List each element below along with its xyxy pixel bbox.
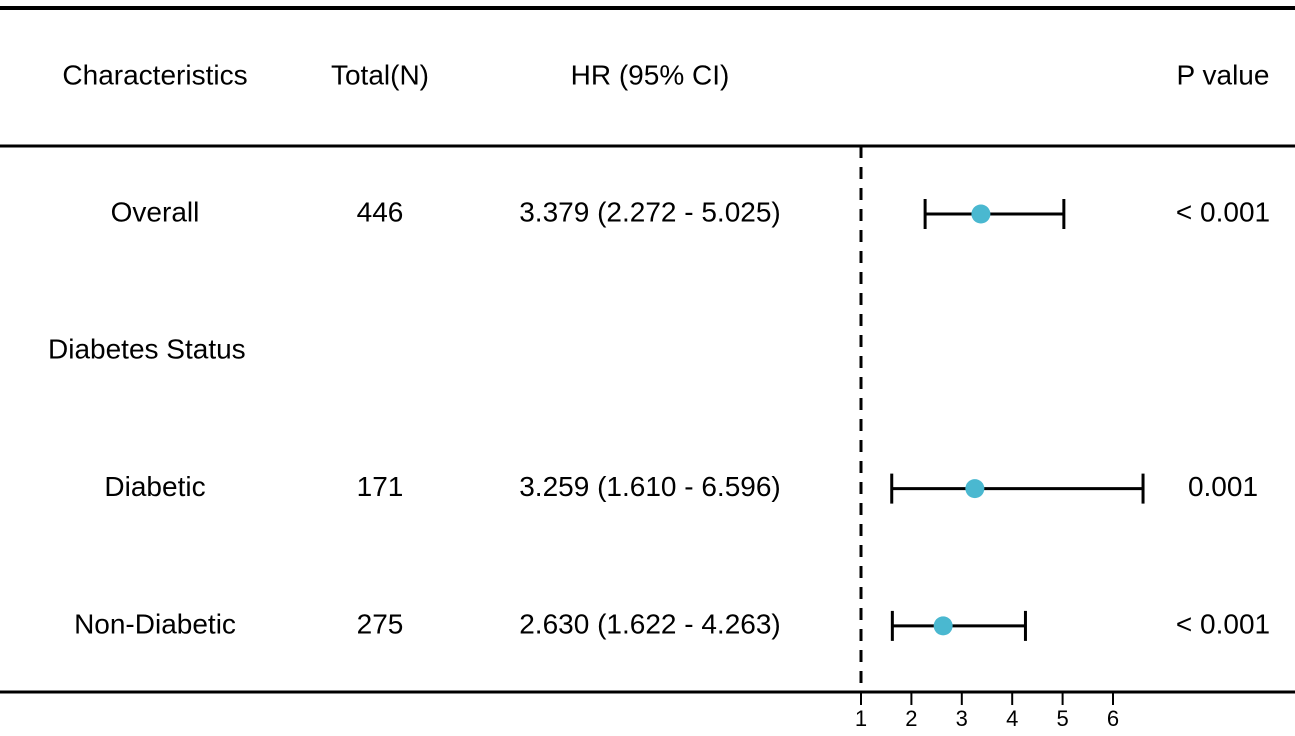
row-label: Overall [111, 196, 200, 227]
column-header: HR (95% CI) [571, 59, 730, 90]
p-value: < 0.001 [1176, 196, 1270, 227]
row-label: Diabetic [104, 471, 205, 502]
column-header: P value [1177, 59, 1270, 90]
x-tick-label: 6 [1107, 706, 1119, 731]
hr-ci-label: 3.259 (1.610 - 6.596) [519, 471, 781, 502]
p-value: 0.001 [1188, 471, 1258, 502]
total-n: 275 [357, 608, 404, 639]
x-tick-label: 5 [1056, 706, 1068, 731]
x-tick-label: 4 [1006, 706, 1018, 731]
total-n: 171 [357, 471, 404, 502]
x-tick-label: 3 [956, 706, 968, 731]
hr-ci-label: 3.379 (2.272 - 5.025) [519, 196, 781, 227]
hr-point [971, 204, 991, 224]
hr-point [933, 616, 953, 636]
row-label: Non-Diabetic [74, 608, 236, 639]
row-label: Diabetes Status [48, 334, 246, 365]
x-tick-label: 1 [855, 706, 867, 731]
hr-ci-label: 2.630 (1.622 - 4.263) [519, 608, 781, 639]
hr-point [965, 479, 985, 499]
column-header: Characteristics [62, 59, 247, 90]
column-header: Total(N) [331, 59, 429, 90]
x-tick-label: 2 [905, 706, 917, 731]
total-n: 446 [357, 196, 404, 227]
p-value: < 0.001 [1176, 608, 1270, 639]
